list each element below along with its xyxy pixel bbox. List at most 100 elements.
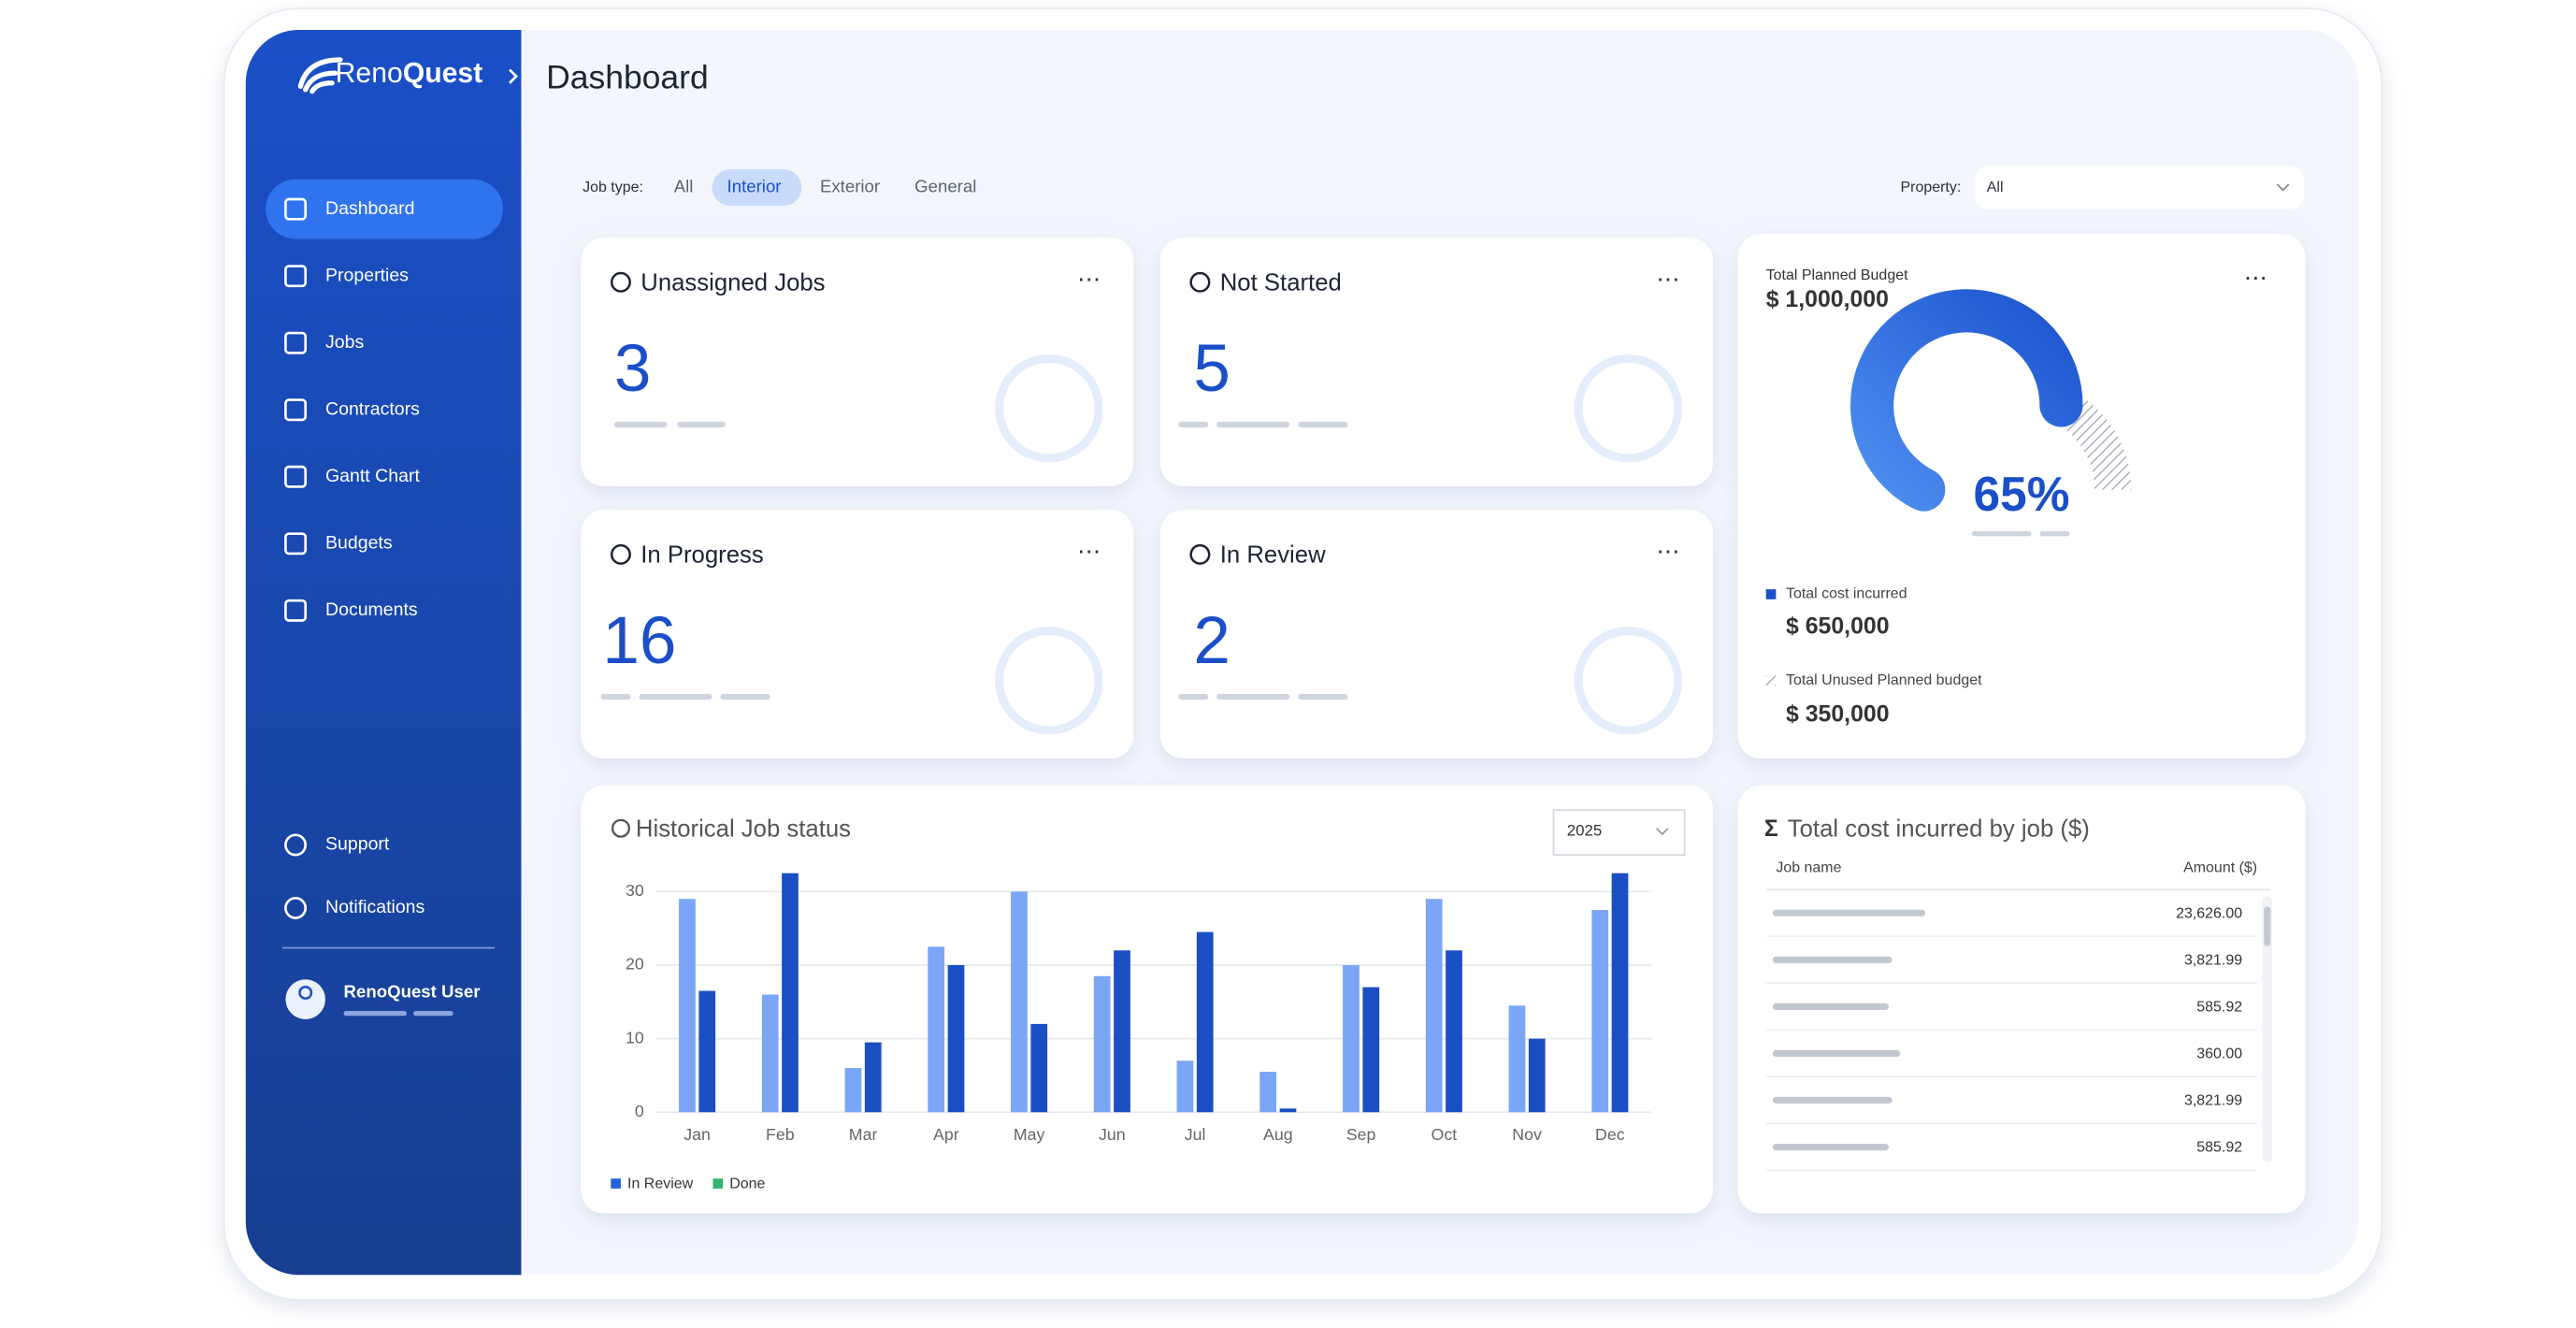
card-icon [610, 543, 631, 565]
nav-item[interactable]: Contractors [325, 398, 420, 419]
budget-amount: $ 650,000 [1786, 614, 1890, 640]
nav-item[interactable]: Notifications [325, 897, 425, 917]
job-name-placeholder [1772, 1143, 1890, 1151]
legend-swatch [712, 1178, 724, 1189]
filter-option[interactable]: General [914, 176, 976, 195]
nav-item[interactable]: Properties [325, 265, 409, 285]
nav-item[interactable]: Gantt Chart [325, 466, 420, 486]
nav-icon [284, 265, 308, 288]
y-tick-label: 20 [626, 955, 644, 974]
bar [1011, 891, 1028, 1113]
placeholder-line [639, 693, 712, 700]
budget-title: Total Planned Budget [1766, 267, 1908, 283]
nav-item[interactable]: Budgets [325, 532, 393, 553]
table-icon: Σ [1764, 816, 1778, 842]
filter-option[interactable]: All [674, 176, 694, 195]
card-menu[interactable]: ⋯ [1077, 540, 1101, 565]
placeholder-line [600, 693, 631, 700]
nav-icon [284, 896, 308, 919]
legend-label: Done [729, 1176, 765, 1192]
page-title: Dashboard [546, 59, 709, 96]
card-watermark [1574, 354, 1683, 463]
nav-icon [284, 197, 308, 221]
year-value: 2025 [1567, 822, 1603, 840]
bar [1528, 1038, 1546, 1113]
nav-item[interactable]: Support [325, 834, 390, 855]
table-amount: 360.00 [2196, 1047, 2242, 1062]
placeholder-line [1971, 531, 2032, 537]
placeholder-line [1178, 693, 1209, 700]
collapse-icon[interactable] [509, 68, 519, 84]
bar [761, 994, 779, 1113]
y-tick-label: 30 [626, 881, 644, 900]
job-name-placeholder [1772, 1049, 1901, 1057]
gauge-percent: 65% [1974, 467, 2070, 521]
bar [1093, 975, 1111, 1113]
x-tick-label: Oct [1432, 1125, 1458, 1144]
job-name-placeholder [1772, 909, 1926, 917]
filter-label: Property: [1900, 180, 1961, 195]
job-name-placeholder [1772, 1003, 1890, 1010]
legend-label: In Review [627, 1176, 694, 1192]
card-icon [1189, 543, 1211, 565]
placeholder-line [343, 1010, 407, 1017]
filter-chip-active [712, 169, 802, 207]
bar [1114, 950, 1130, 1113]
x-tick-label: Jul [1185, 1125, 1206, 1144]
legend-swatch [1765, 589, 1777, 599]
card-menu[interactable]: ⋯ [2244, 266, 2267, 291]
x-tick-label: Sep [1346, 1125, 1376, 1144]
bar [1176, 1061, 1194, 1113]
scrollbar-thumb[interactable] [2264, 906, 2271, 946]
nav-icon [284, 398, 308, 422]
table-amount: 585.92 [2196, 999, 2242, 1015]
gauge-fill [1850, 289, 2083, 512]
chart-title: Historical Job status [636, 816, 851, 842]
bar [844, 1068, 862, 1113]
card-menu[interactable]: ⋯ [1657, 267, 1680, 293]
logo-text: Reno [336, 58, 403, 89]
property-select[interactable] [1975, 166, 2304, 209]
filter-label: Job type: [583, 180, 643, 195]
bar [679, 899, 696, 1113]
placeholder-line [1298, 421, 1348, 428]
bar [1030, 1023, 1048, 1113]
nav-item[interactable]: Jobs [325, 332, 364, 353]
table-amount: 23,626.00 [2176, 905, 2242, 921]
bar [1425, 899, 1443, 1113]
budget-total: $ 1,000,000 [1766, 287, 1889, 312]
bar [1362, 987, 1380, 1113]
placeholder-line [2039, 531, 2070, 537]
sidebar [245, 29, 522, 1276]
property-value: All [1987, 180, 2004, 195]
placeholder-line [1298, 693, 1348, 700]
card-menu[interactable]: ⋯ [1657, 540, 1680, 565]
nav-active-bg [266, 179, 503, 239]
filter-option[interactable]: Interior [727, 176, 782, 195]
nav-item[interactable]: Dashboard [325, 198, 414, 219]
card-watermark [995, 627, 1103, 735]
chevron [1655, 828, 1669, 836]
scrollbar-track[interactable] [2262, 896, 2273, 1162]
table-amount: 3,821.99 [2184, 952, 2242, 968]
table-header: Amount ($) [2183, 860, 2257, 876]
bar [1279, 1108, 1297, 1113]
card-icon [611, 818, 630, 838]
card-title: In Progress [640, 541, 764, 568]
x-tick-label: Mar [849, 1125, 878, 1144]
table-card [1737, 785, 2306, 1214]
x-tick-label: Nov [1512, 1125, 1542, 1144]
card-menu[interactable]: ⋯ [1077, 267, 1101, 293]
placeholder-line [1216, 421, 1290, 428]
bar [1508, 1005, 1526, 1113]
budget-label: Total Unused Planned budget [1786, 672, 1982, 688]
x-tick-label: Feb [766, 1125, 795, 1144]
placeholder-line [677, 421, 726, 428]
filter-option[interactable]: Exterior [820, 176, 880, 195]
x-tick-label: Jun [1099, 1125, 1126, 1144]
user-name: RenoQuest User [344, 981, 481, 1001]
x-tick-label: Apr [933, 1125, 959, 1144]
card-title: In Review [1220, 541, 1326, 568]
nav-item[interactable]: Documents [325, 599, 418, 620]
card-value: 5 [1193, 332, 1230, 406]
